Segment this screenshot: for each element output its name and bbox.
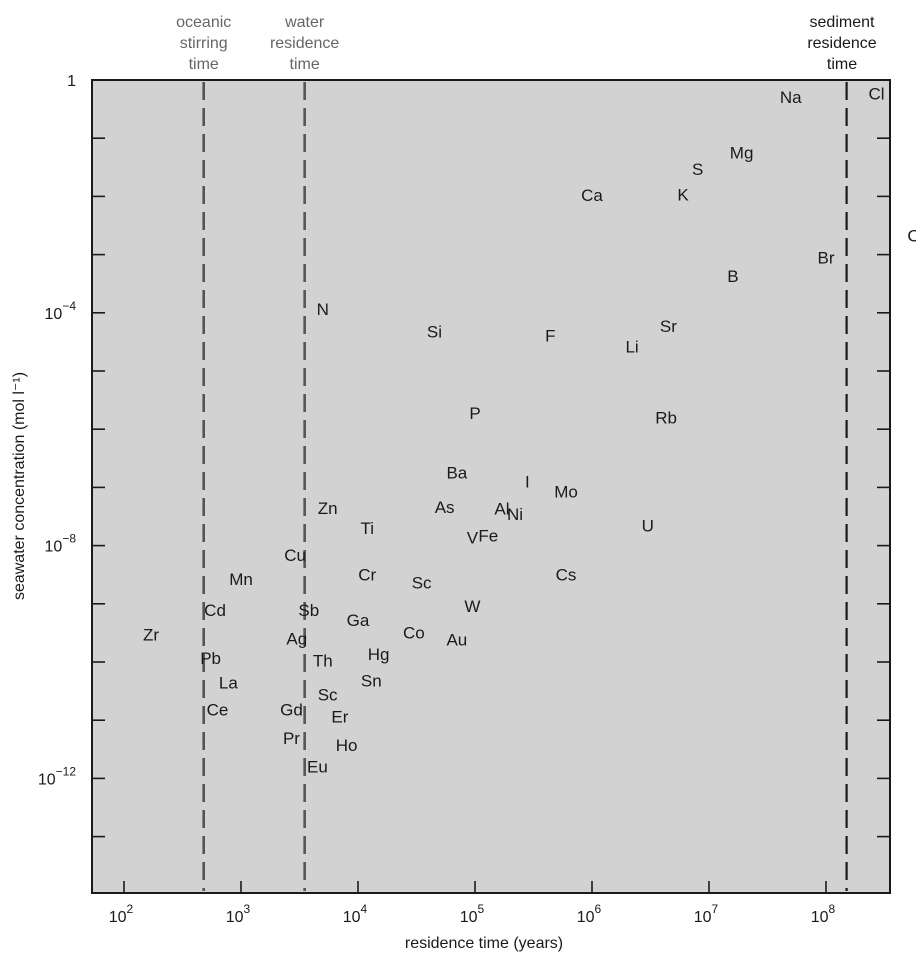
element-label-cl: Cl xyxy=(868,85,884,104)
element-label-hg: Hg xyxy=(368,645,390,664)
x-tick-label: 108 xyxy=(811,902,836,926)
reference-line-label: sediment xyxy=(810,14,875,31)
reference-line-label: water xyxy=(284,14,325,31)
element-label-gd: Gd xyxy=(280,700,303,719)
element-label-ni: Ni xyxy=(507,505,523,524)
element-label-br: Br xyxy=(818,248,835,267)
element-label-mo: Mo xyxy=(554,483,578,502)
element-label-ba: Ba xyxy=(446,463,467,482)
x-tick-label: 104 xyxy=(343,902,368,926)
element-label-i: I xyxy=(525,472,530,491)
reference-line-label: stirring xyxy=(180,35,228,52)
element-label-ce: Ce xyxy=(207,700,229,719)
element-label-ti: Ti xyxy=(360,519,374,538)
element-label-cr: Cr xyxy=(358,566,376,585)
element-label-cs: Cs xyxy=(556,566,577,585)
reference-line-label: residence xyxy=(270,35,339,52)
element-label-na: Na xyxy=(780,88,802,107)
reference-line-label: residence xyxy=(807,35,876,52)
element-label-pr: Pr xyxy=(283,729,300,748)
element-label-w: W xyxy=(464,597,480,616)
y-tick-label: 10−4 xyxy=(45,299,77,323)
element-label-zr: Zr xyxy=(143,625,159,644)
element-label-k: K xyxy=(677,185,689,204)
element-label-sc: Sc xyxy=(412,573,432,592)
element-label-au: Au xyxy=(446,630,467,649)
element-label-la: La xyxy=(219,673,238,692)
element-label-mg: Mg xyxy=(730,143,754,162)
reference-line-labels: oceanic stirring time water residence time sed… xyxy=(176,14,877,73)
element-label-sc: Sc xyxy=(318,686,338,705)
horizontal-tick-marks xyxy=(92,79,890,838)
element-label-eu: Eu xyxy=(307,758,328,777)
element-label-co: Co xyxy=(403,624,425,643)
y-tick-label: 10−12 xyxy=(38,764,76,788)
element-label-ag: Ag xyxy=(286,629,307,648)
reference-line-label: time xyxy=(290,56,320,73)
element-label-zn: Zn xyxy=(318,499,338,518)
element-label-p: P xyxy=(469,404,480,423)
x-tick-label: 102 xyxy=(109,902,134,926)
x-tick-label: 103 xyxy=(226,902,251,926)
element-label-fe: Fe xyxy=(478,527,498,546)
element-label-al: Al xyxy=(494,499,509,518)
element-label-v: V xyxy=(467,528,479,547)
y-axis-ticks: 1 10−4 10−8 10−12 xyxy=(38,73,76,788)
reference-line-label: oceanic xyxy=(176,14,231,31)
element-label-as: As xyxy=(435,498,455,517)
element-points: Na Cl Mg S Ca K C B Br N Si F Sr Li P Rb Ba I Mo Al Zn As Ni Fe… xyxy=(143,85,916,777)
element-label-cu: Cu xyxy=(284,546,306,565)
element-label-n: N xyxy=(317,300,329,319)
element-label-ga: Ga xyxy=(347,611,370,630)
element-label-li: Li xyxy=(625,337,638,356)
element-label-f: F xyxy=(545,327,555,346)
element-label-th: Th xyxy=(313,651,333,670)
y-tick-label: 1 xyxy=(67,73,76,90)
element-label-sr: Sr xyxy=(660,317,677,336)
element-label-pb: Pb xyxy=(200,649,221,668)
element-label-cd: Cd xyxy=(204,601,226,620)
element-label-sb: Sb xyxy=(298,601,319,620)
element-label-ho: Ho xyxy=(336,736,358,755)
x-tick-label: 107 xyxy=(694,902,719,926)
element-label-er: Er xyxy=(331,707,348,726)
plot-area xyxy=(91,79,891,894)
element-label-sn: Sn xyxy=(361,672,382,691)
x-tick-label: 105 xyxy=(460,902,485,926)
x-axis-title: residence time (years) xyxy=(405,935,563,952)
reference-lines xyxy=(202,82,848,891)
x-tick-label: 106 xyxy=(577,902,602,926)
element-label-mn: Mn xyxy=(229,570,253,589)
element-label-si: Si xyxy=(427,322,442,341)
reference-line-label: time xyxy=(189,56,219,73)
element-label-u: U xyxy=(642,516,654,535)
element-label-s: S xyxy=(692,160,703,179)
element-label-b: B xyxy=(727,267,738,286)
reference-line-label: time xyxy=(827,56,857,73)
y-tick-label: 10−8 xyxy=(45,532,77,556)
element-label-rb: Rb xyxy=(655,408,677,427)
y-axis-title: seawater concentration (mol l⁻¹) xyxy=(11,372,28,600)
element-label-c: C xyxy=(907,227,916,246)
element-label-ca: Ca xyxy=(581,186,603,205)
